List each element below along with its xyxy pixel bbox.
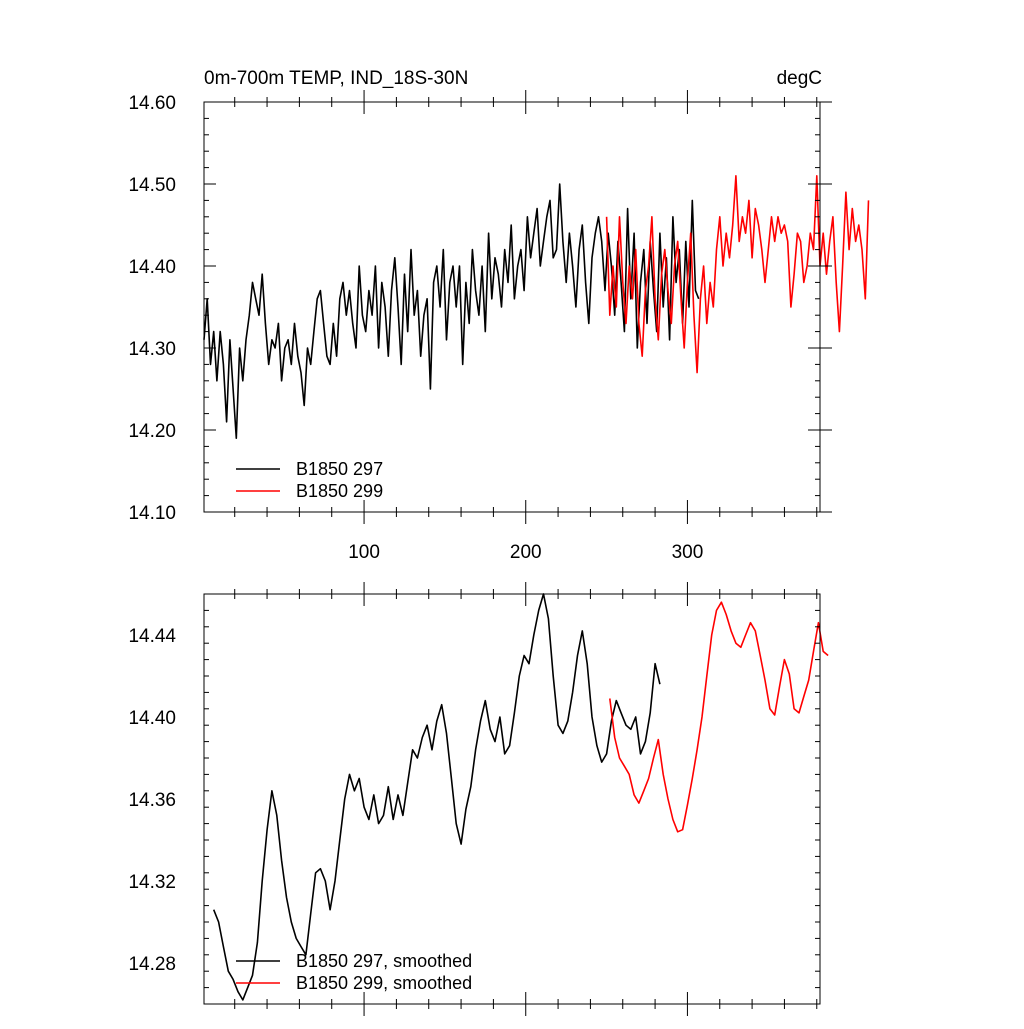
y-tick-label: 14.10 xyxy=(128,503,176,524)
legend-label: B1850 297 xyxy=(296,459,383,479)
series-line-b1850-299 xyxy=(609,601,829,833)
chart-title: 0m-700m TEMP, IND_18S-30N xyxy=(204,68,468,89)
series-lines xyxy=(212,593,829,1001)
axis-ticks xyxy=(204,90,832,524)
temperature-raw-panel: 0m-700m TEMP, IND_18S-30N degC 100 200 300… xyxy=(128,68,870,563)
y-tick-label: 14.36 xyxy=(128,790,176,811)
series-lines xyxy=(203,175,870,440)
y-tick-label: 14.40 xyxy=(128,708,176,729)
tick-labels: 100 200 300 14.10 14.20 14.30 14.40 14.50 14.60 xyxy=(128,93,703,563)
plot-frame xyxy=(203,101,821,513)
x-tick-label: 200 xyxy=(510,542,542,563)
y-tick-label: 14.60 xyxy=(128,93,176,114)
series-line-b1850-299 xyxy=(605,175,870,374)
temperature-smoothed-panel: 14.28 14.32 14.36 14.40 14.44 B1850 297, smo… xyxy=(128,582,829,1016)
y-tick-label: 14.32 xyxy=(128,872,176,893)
y-tick-label: 14.20 xyxy=(128,421,176,442)
units-label: degC xyxy=(777,68,822,89)
y-tick-label: 14.30 xyxy=(128,339,176,360)
series-line-b1850-297 xyxy=(212,593,661,1001)
axis-ticks xyxy=(204,582,820,1016)
plot-frame xyxy=(203,593,821,1005)
tick-labels: 14.28 14.32 14.36 14.40 14.44 xyxy=(128,626,176,975)
x-tick-label: 100 xyxy=(348,542,380,563)
legend-label: B1850 299, smoothed xyxy=(296,973,472,993)
y-tick-label: 14.28 xyxy=(128,954,176,975)
y-tick-label: 14.50 xyxy=(128,175,176,196)
y-tick-label: 14.44 xyxy=(128,626,176,647)
series-line-b1850-297 xyxy=(203,183,700,440)
legend-label: B1850 299 xyxy=(296,481,383,501)
legend-label: B1850 297, smoothed xyxy=(296,951,472,971)
y-tick-label: 14.40 xyxy=(128,257,176,278)
x-tick-label: 300 xyxy=(672,542,704,563)
